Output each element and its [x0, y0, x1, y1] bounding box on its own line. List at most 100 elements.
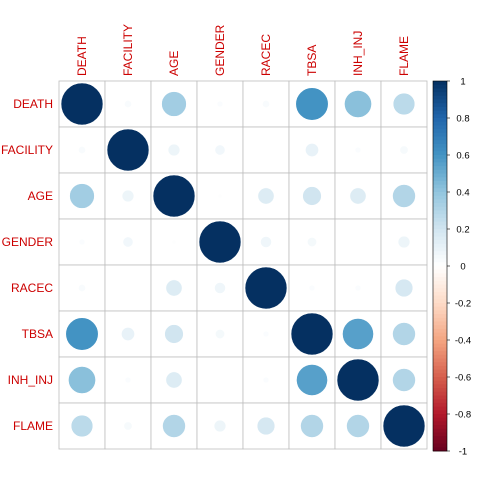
- legend-band: [433, 284, 447, 289]
- row-label-tbsa: TBSA: [22, 327, 53, 341]
- legend-band: [433, 273, 447, 278]
- corr-circle-tbsa-age: [164, 324, 184, 344]
- corr-circle-tbsa-tbsa: [290, 312, 334, 356]
- corr-circle-death-gender: [216, 100, 224, 108]
- legend-band: [433, 395, 447, 400]
- legend-band: [433, 369, 447, 374]
- legend-band: [433, 162, 447, 167]
- legend-band: [433, 362, 447, 367]
- legend-band: [433, 240, 447, 245]
- legend-tick-label: -0.4: [455, 336, 471, 347]
- legend-band: [433, 217, 447, 222]
- corr-circle-flame-facility: [123, 421, 133, 431]
- legend-band: [433, 229, 447, 234]
- corr-circle-inh-inj-facility: [124, 376, 132, 384]
- legend-band: [433, 332, 447, 337]
- legend-band: [433, 410, 447, 415]
- corr-circle-gender-racec: [260, 236, 272, 248]
- legend-band: [433, 188, 447, 193]
- legend-band: [433, 417, 447, 422]
- corr-circle-tbsa-facility: [121, 327, 135, 341]
- legend-band: [433, 291, 447, 296]
- legend-band: [433, 306, 447, 311]
- corr-circle-gender-death: [78, 238, 86, 246]
- legend-band: [433, 177, 447, 182]
- corr-circle-facility-age: [167, 143, 181, 157]
- legend-band: [433, 262, 447, 267]
- legend-band: [433, 132, 447, 137]
- matrix-cell: [380, 80, 428, 128]
- corr-circle-gender-flame: [397, 235, 411, 249]
- legend-band: [433, 340, 447, 345]
- col-label-tbsa: TBSA: [305, 45, 319, 76]
- legend-band: [433, 277, 447, 282]
- corr-circle-racec-tbsa: [308, 284, 316, 292]
- legend-band: [433, 443, 447, 448]
- legend-band: [433, 225, 447, 230]
- legend-band: [433, 391, 447, 396]
- legend-tick-label: 1: [460, 77, 465, 88]
- corr-circle-flame-inh-inj: [346, 414, 370, 438]
- col-label-gender: GENDER: [213, 24, 227, 76]
- legend-tick-label: 0.8: [456, 114, 469, 125]
- legend-band: [433, 114, 447, 119]
- legend-band: [433, 310, 447, 315]
- legend-band: [433, 110, 447, 115]
- legend-band: [433, 428, 447, 433]
- corr-circle-death-age: [161, 91, 187, 117]
- legend-band: [433, 81, 447, 86]
- legend-tick-label: -0.6: [455, 373, 471, 384]
- legend-band: [433, 173, 447, 178]
- corr-circle-racec-gender: [214, 282, 226, 294]
- row-label-age: AGE: [28, 189, 53, 203]
- legend-band: [433, 155, 447, 160]
- legend-band: [433, 421, 447, 426]
- color-legend: 1 0.8 0.6 0.4 0.2 0 -0.2 -0.4 -0.6 -0.8 -1: [432, 77, 471, 458]
- legend-band: [433, 184, 447, 189]
- col-label-facility: FACILITY: [121, 24, 135, 76]
- legend-band: [433, 106, 447, 111]
- legend-band: [433, 203, 447, 208]
- corr-circle-tbsa-racec: [262, 330, 270, 338]
- legend-band: [433, 166, 447, 171]
- row-label-facility: FACILITY: [1, 143, 53, 157]
- corr-circle-inh-inj-tbsa: [296, 364, 328, 396]
- col-label-inh-inj: INH_INJ: [351, 31, 365, 76]
- legend-band: [433, 432, 447, 437]
- legend-band: [433, 377, 447, 382]
- matrix-cell: [288, 172, 336, 220]
- corr-circle-inh-inj-racec: [262, 376, 270, 384]
- legend-band: [433, 147, 447, 152]
- corr-circle-death-racec: [262, 100, 270, 108]
- corr-circle-flame-flame: [382, 404, 426, 448]
- legend-tick-label: 0.2: [456, 225, 469, 236]
- legend-band: [433, 121, 447, 126]
- corr-circle-age-facility: [121, 189, 135, 203]
- corr-circle-gender-tbsa: [306, 237, 317, 248]
- matrix-cell: [104, 264, 152, 312]
- corr-circle-age-age: [152, 174, 196, 218]
- legend-band: [433, 243, 447, 248]
- row-label-inh-inj: INH_INJ: [8, 373, 53, 387]
- legend-band: [433, 214, 447, 219]
- legend-band: [433, 402, 447, 407]
- legend-band: [433, 406, 447, 411]
- col-label-flame: FLAME: [397, 36, 411, 76]
- legend-band: [433, 254, 447, 259]
- corr-circle-facility-flame: [399, 145, 409, 155]
- corr-circle-gender-age: [171, 239, 177, 245]
- row-label-racec: RACEC: [11, 281, 53, 295]
- matrix-cell: [196, 356, 244, 404]
- legend-band: [433, 258, 447, 263]
- corr-circle-tbsa-flame: [392, 322, 416, 346]
- legend-band: [433, 88, 447, 93]
- corr-circle-facility-facility: [106, 128, 150, 172]
- corr-circle-racec-age: [165, 279, 183, 297]
- corr-circle-age-gender: [217, 193, 223, 199]
- corr-circle-facility-gender: [214, 144, 226, 156]
- corr-circle-age-death: [69, 183, 95, 209]
- corr-circle-flame-racec: [256, 416, 276, 436]
- legend-tick-label: 0.6: [456, 151, 469, 162]
- matrix-cell: [334, 218, 382, 266]
